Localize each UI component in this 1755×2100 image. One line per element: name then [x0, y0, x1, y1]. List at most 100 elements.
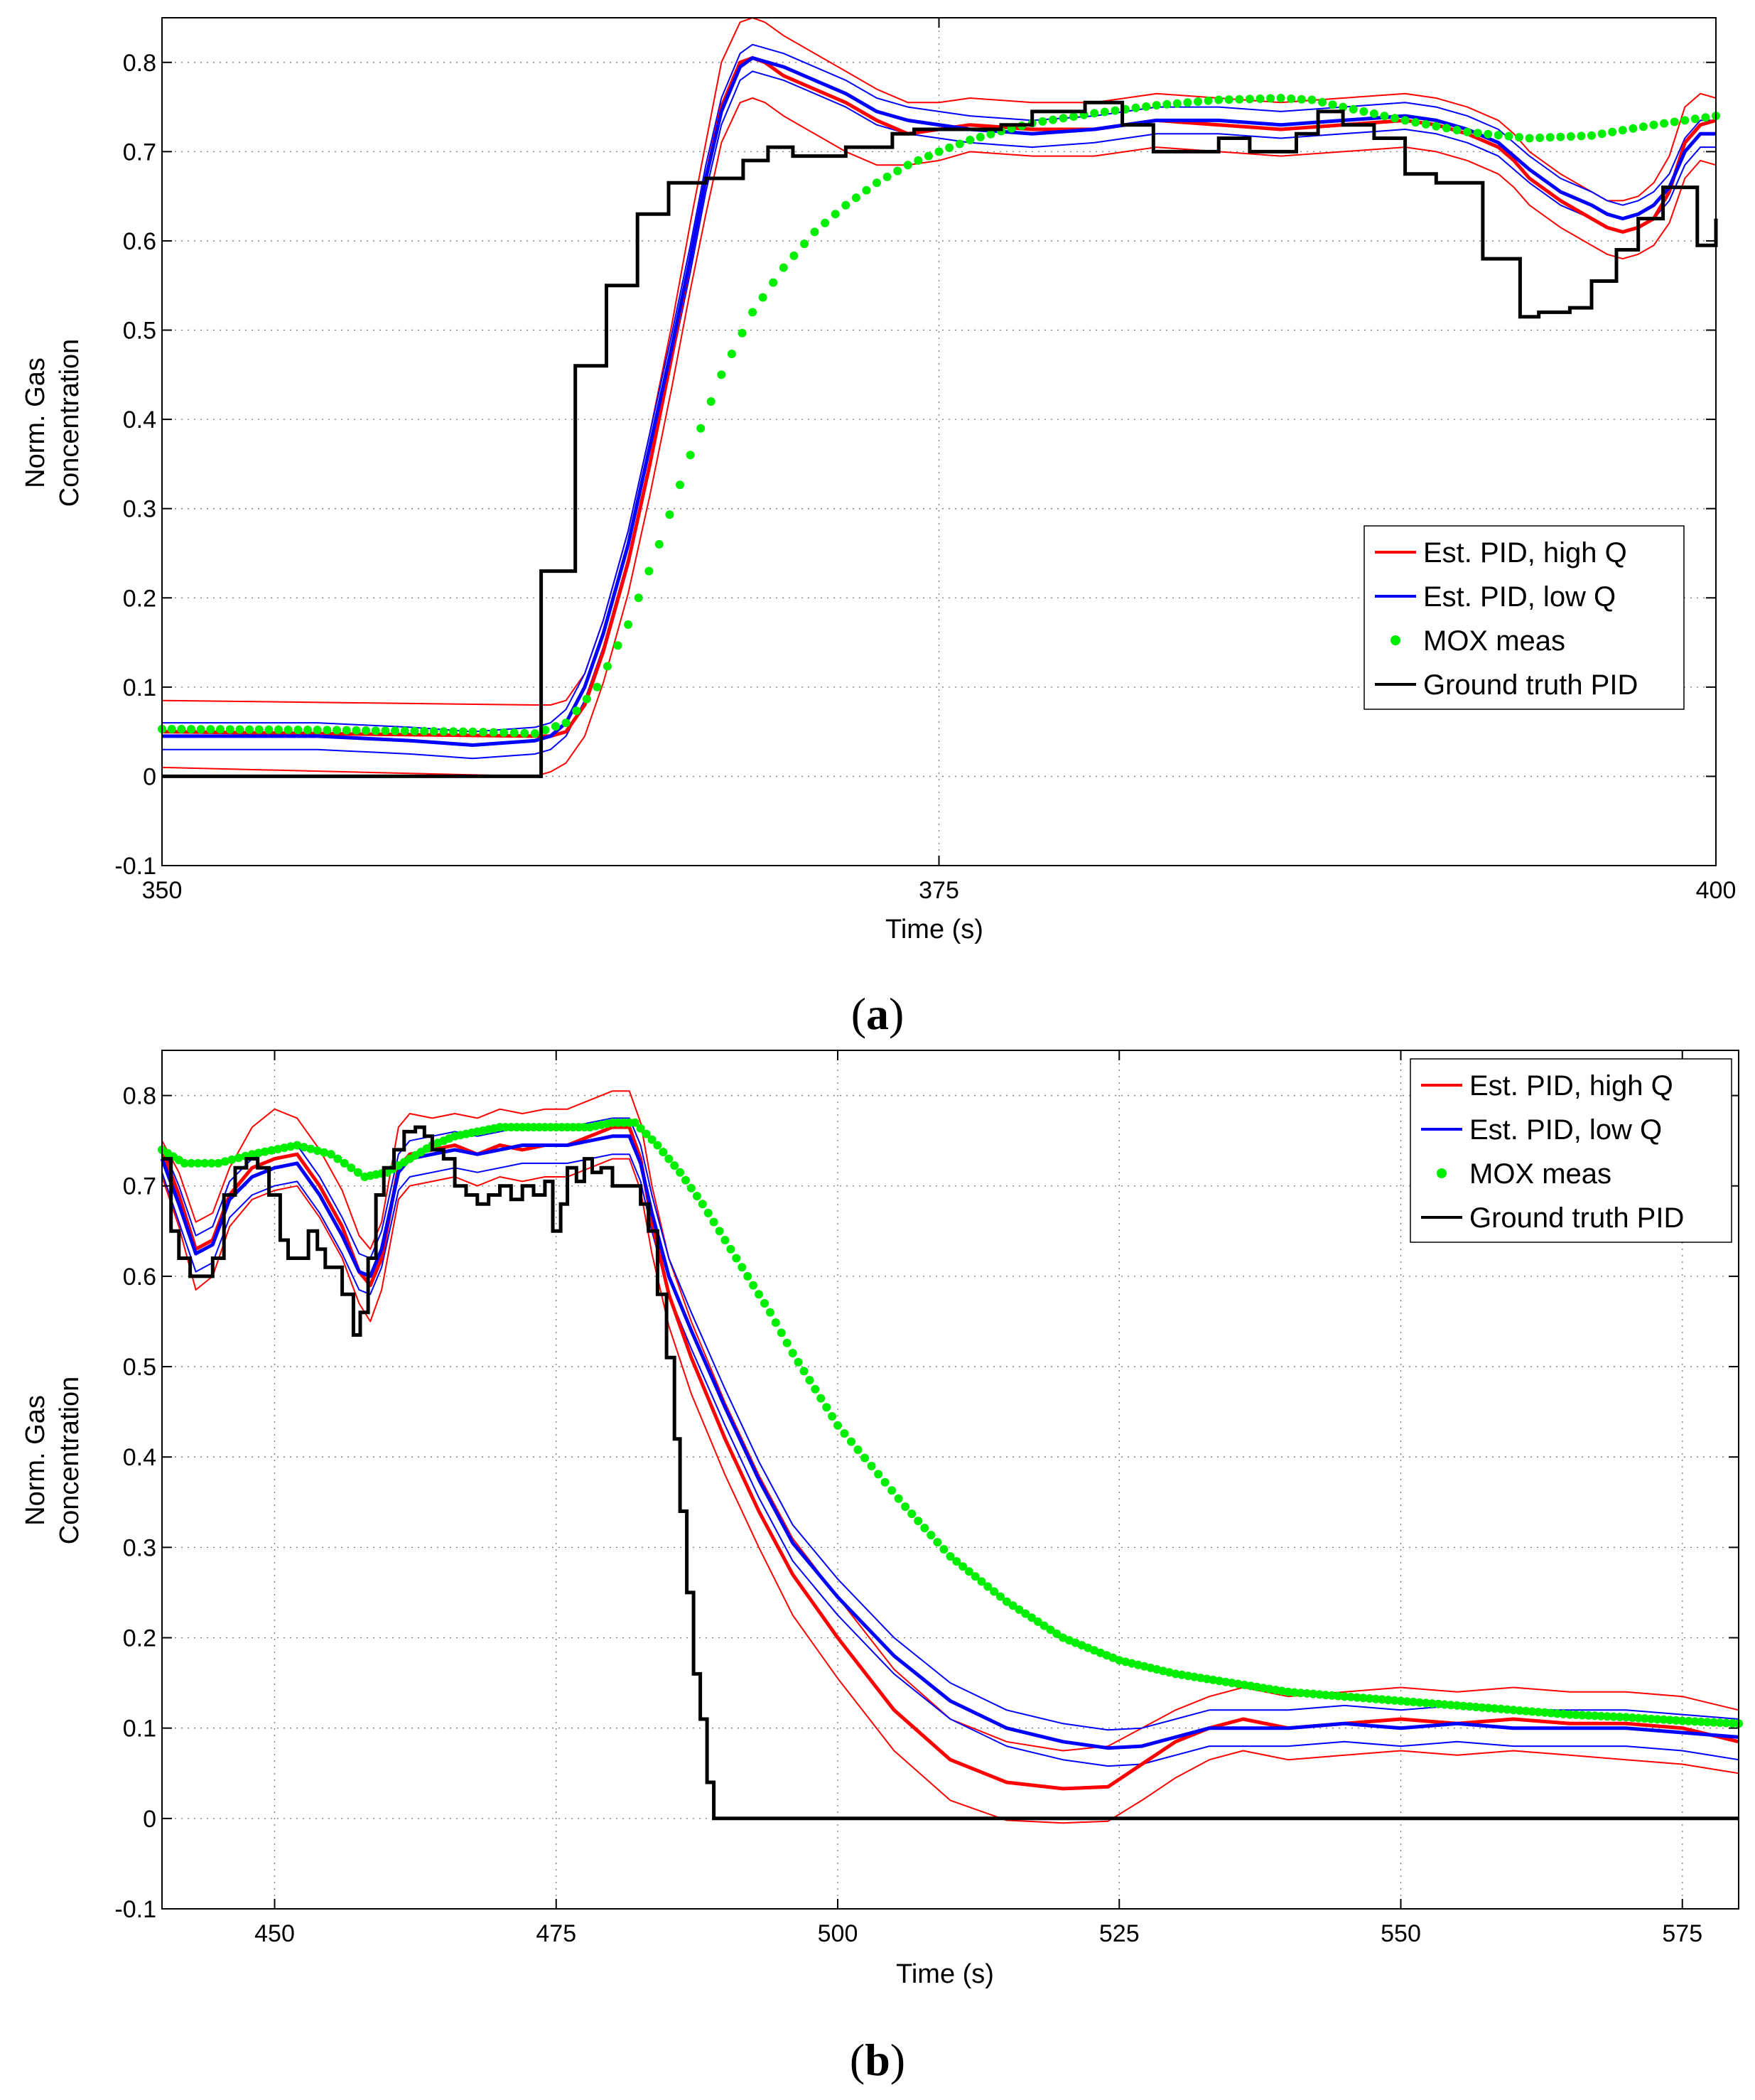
mox-data-point — [1534, 1708, 1543, 1717]
mox-data-point — [862, 185, 871, 195]
y-tick-label: 0.3 — [123, 1534, 156, 1561]
mox-data-point — [1059, 114, 1068, 123]
mox-data-point — [653, 1141, 662, 1150]
mox-data-point — [1209, 1675, 1218, 1684]
mox-data-point — [1590, 1711, 1599, 1721]
mox-data-point — [267, 1146, 276, 1155]
mox-data-point — [789, 251, 799, 260]
series-b — [160, 1125, 1739, 1791]
mox-data-point — [1427, 1699, 1437, 1708]
mox-data-point — [254, 725, 264, 734]
mox-data-point — [966, 136, 975, 144]
mox-data-point — [1452, 1701, 1462, 1710]
y-tick-label: 0.7 — [123, 139, 156, 166]
legend-box-a — [1364, 525, 1685, 710]
mox-data-point — [727, 350, 736, 358]
mox-data-point — [738, 1263, 747, 1272]
mox-data-point — [1152, 101, 1161, 110]
mox-data-point — [234, 1153, 243, 1163]
mox-data-point — [254, 1148, 263, 1158]
mox-data-point — [903, 161, 912, 170]
mox-data-point — [760, 1299, 769, 1308]
mox-data-point — [765, 1308, 774, 1317]
mox-data-point — [1509, 1706, 1518, 1715]
mox-data-point — [670, 1161, 679, 1170]
mox-data-point — [227, 1155, 237, 1164]
mox-data-point — [1608, 127, 1617, 136]
mox-data-point — [1411, 118, 1420, 127]
mox-data-point — [1214, 95, 1224, 104]
mox-data-point — [986, 129, 995, 139]
mox-data-point — [1701, 113, 1710, 122]
mox-data-point — [1048, 115, 1057, 124]
y-tick-label: 0.5 — [123, 318, 156, 345]
mox-data-point — [1728, 1718, 1737, 1728]
y-tick-label: 0.2 — [123, 585, 156, 612]
mox-data-point — [777, 1328, 786, 1337]
mox-data-point — [743, 1271, 752, 1281]
mox-data-point — [920, 1524, 929, 1533]
caption-b-letter: b — [865, 2035, 890, 2085]
mox-data-point — [805, 1376, 814, 1385]
mox-data-point — [326, 1150, 335, 1159]
y-tick-label: -0.1 — [114, 853, 156, 880]
mox-data-point — [1597, 1711, 1606, 1721]
mox-data-point — [696, 424, 706, 433]
mox-data-point — [1465, 1702, 1474, 1711]
mox-data-point — [664, 1154, 674, 1163]
mox-data-point — [1334, 1691, 1343, 1701]
mox-data-point — [779, 263, 788, 272]
mox-data-point — [1649, 120, 1658, 129]
mox-data-point — [1722, 1718, 1731, 1728]
mox-data-point — [1284, 1687, 1292, 1696]
mox-data-point — [1703, 1718, 1712, 1727]
mox-data-point — [1396, 1696, 1405, 1706]
mox-data-point — [738, 328, 747, 338]
mox-data-point — [371, 726, 380, 736]
y-tick-label: 0.8 — [123, 50, 156, 77]
mox-data-point — [1046, 1625, 1055, 1635]
mox-data-point — [654, 539, 664, 549]
mox-data-point — [1684, 1716, 1693, 1725]
mox-data-point — [1545, 133, 1555, 142]
mox-data-point — [644, 566, 654, 576]
mox-data-point — [1665, 1716, 1675, 1725]
mox-data-point — [561, 718, 571, 728]
mox-data-point — [782, 1338, 792, 1347]
mox-data-point — [320, 1148, 329, 1157]
mox-data-point — [245, 725, 254, 734]
step-b — [162, 1125, 1739, 1821]
mox-data-point — [303, 726, 312, 734]
mox-data-point — [771, 1318, 780, 1328]
mox-data-point — [1484, 129, 1493, 139]
mox-data-point — [333, 1154, 342, 1163]
mox-data-point — [676, 480, 684, 490]
mox-data-point — [882, 172, 892, 181]
mox-data-point — [1646, 1714, 1656, 1723]
mox-data-point — [551, 722, 560, 731]
chart-panel-b: 450 475 500 525 550 575 -0.1 0 0.1 0.2 0.3 0.4 0.5 0.… — [21, 1050, 1743, 2085]
mox-data-point — [235, 725, 244, 734]
mox-data-point — [1463, 127, 1472, 136]
mox-data-point — [833, 1421, 842, 1430]
y-axis-label-a-line2: Concentration — [55, 339, 85, 507]
mox-data-point — [1256, 94, 1265, 103]
x-tick-label: 550 — [1381, 1920, 1421, 1947]
mox-data-point — [1307, 95, 1317, 104]
mox-data-point — [1490, 1704, 1499, 1713]
caption-a: (a) — [851, 989, 904, 1039]
mox-data-point — [1171, 1669, 1180, 1679]
mox-data-point — [1383, 1696, 1393, 1705]
mox-data-point — [1540, 1708, 1549, 1717]
mox-data-point — [1680, 116, 1690, 125]
y-axis-label-b-line2: Concentration — [55, 1377, 85, 1545]
mox-data-point — [634, 593, 643, 603]
mox-data-point — [1671, 1716, 1680, 1725]
mox-data-point — [1315, 1690, 1324, 1699]
mox-data-point — [1245, 95, 1254, 104]
mox-data-point — [1038, 117, 1047, 126]
mox-data-point — [1365, 1694, 1374, 1703]
mox-data-point — [1638, 122, 1648, 131]
legend-b: Est. PID, high Q Est. PID, low Q MOX mea… — [1410, 1058, 1732, 1243]
